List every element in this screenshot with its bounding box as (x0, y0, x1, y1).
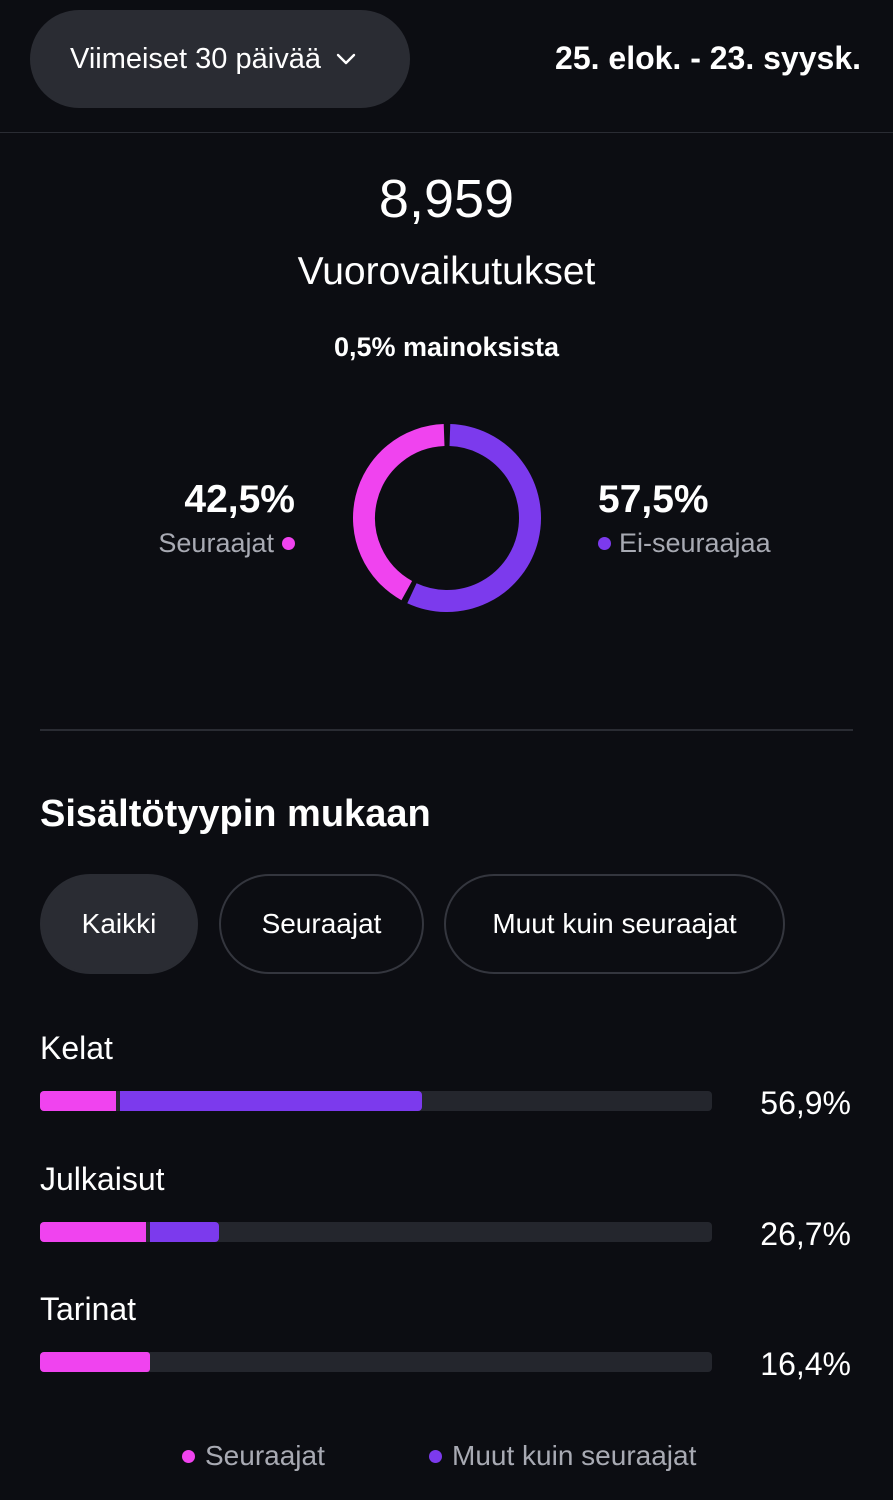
non-followers-percent: 57,5% (598, 478, 709, 521)
content-type-percent: 26,7% (760, 1216, 851, 1252)
followers-stat: 42,5% Seuraajat (158, 478, 295, 559)
followers-arc (353, 424, 445, 601)
content-type-percent: 56,9% (760, 1085, 851, 1121)
ads-note: 0,5% mainoksista (333, 332, 560, 362)
filter-all-tab[interactable]: Kaikki (40, 874, 198, 974)
date-range-dropdown[interactable]: Viimeiset 30 päivää (30, 10, 410, 108)
followers-percent: 42,5% (184, 478, 295, 521)
date-range-text: 25. elok. - 23. syysk. (555, 40, 861, 76)
audience-donut-chart (353, 424, 541, 612)
legend-followers-label: Seuraajat (205, 1440, 325, 1471)
divider (40, 729, 853, 731)
non-followers-arc (407, 424, 541, 612)
section-title: Sisältötyypin mukaan (40, 793, 431, 835)
filter-non-followers-tab[interactable]: Muut kuin seuraajat (444, 874, 785, 974)
interactions-label: Vuorovaikutukset (297, 250, 596, 293)
followers-label: Seuraajat (158, 528, 274, 558)
chevron-down-icon (336, 53, 356, 65)
non-followers-dot (429, 1449, 442, 1463)
interactions-total: 8,959 (378, 169, 515, 229)
content-type-bar (40, 1352, 712, 1372)
followers-segment (40, 1222, 147, 1242)
content-type-label: Julkaisut (40, 1161, 165, 1197)
followers-dot (282, 537, 295, 550)
filter-followers-tab[interactable]: Seuraajat (219, 874, 424, 974)
followers-segment (40, 1091, 116, 1111)
non-followers-label: Ei-seuraajaa (619, 528, 771, 558)
non-followers-segment (119, 1091, 423, 1111)
non-followers-stat: 57,5% Ei-seuraajaa (598, 478, 771, 559)
content-type-bar (40, 1222, 712, 1242)
followers-segment (40, 1352, 151, 1372)
content-type-label: Kelat (40, 1030, 113, 1066)
legend-non-followers: Muut kuin seuraajat (429, 1440, 696, 1472)
non-followers-dot (598, 537, 611, 550)
content-type-label: Tarinat (40, 1291, 137, 1327)
content-type-percent: 16,4% (760, 1346, 851, 1382)
legend-non-followers-label: Muut kuin seuraajat (452, 1440, 697, 1471)
legend-followers: Seuraajat (182, 1440, 325, 1472)
date-range-dropdown-label: Viimeiset 30 päivää (70, 42, 321, 75)
header: Viimeiset 30 päivää 25. elok. - 23. syys… (0, 0, 893, 133)
followers-dot (182, 1449, 195, 1463)
non-followers-segment (150, 1222, 220, 1242)
content-type-bar (40, 1091, 712, 1111)
